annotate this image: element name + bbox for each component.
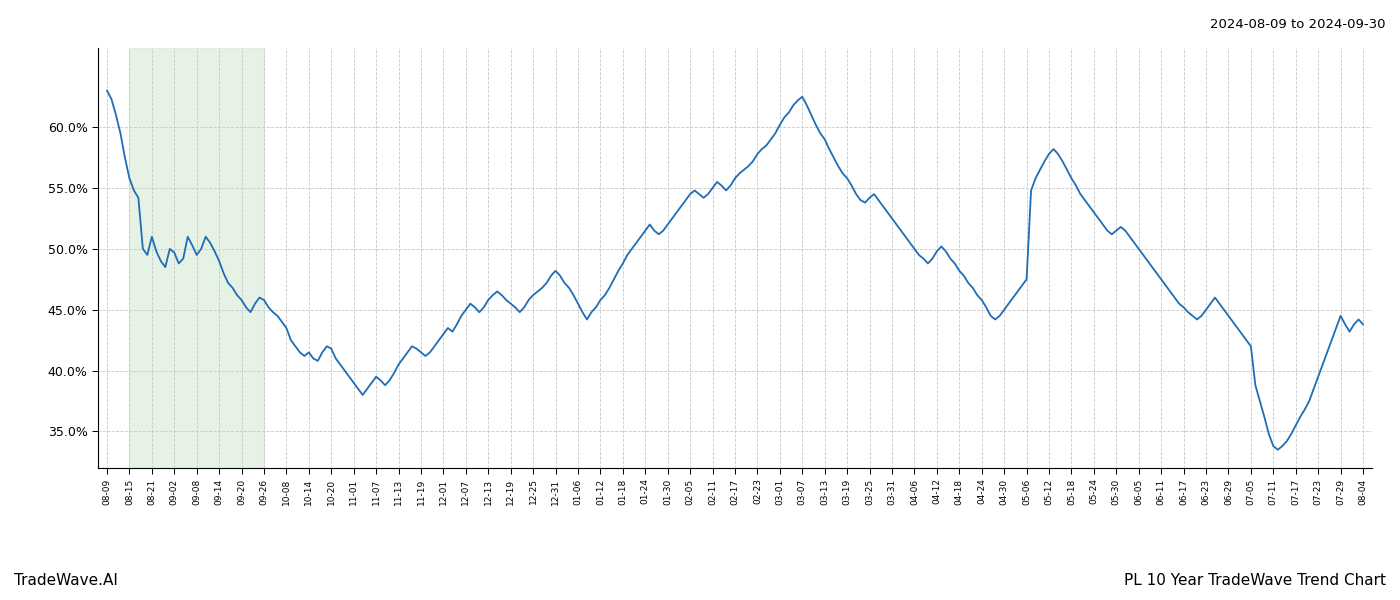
Text: TradeWave.AI: TradeWave.AI	[14, 573, 118, 588]
Text: 2024-08-09 to 2024-09-30: 2024-08-09 to 2024-09-30	[1211, 18, 1386, 31]
Bar	[129, 48, 265, 468]
Text: PL 10 Year TradeWave Trend Chart: PL 10 Year TradeWave Trend Chart	[1124, 573, 1386, 588]
